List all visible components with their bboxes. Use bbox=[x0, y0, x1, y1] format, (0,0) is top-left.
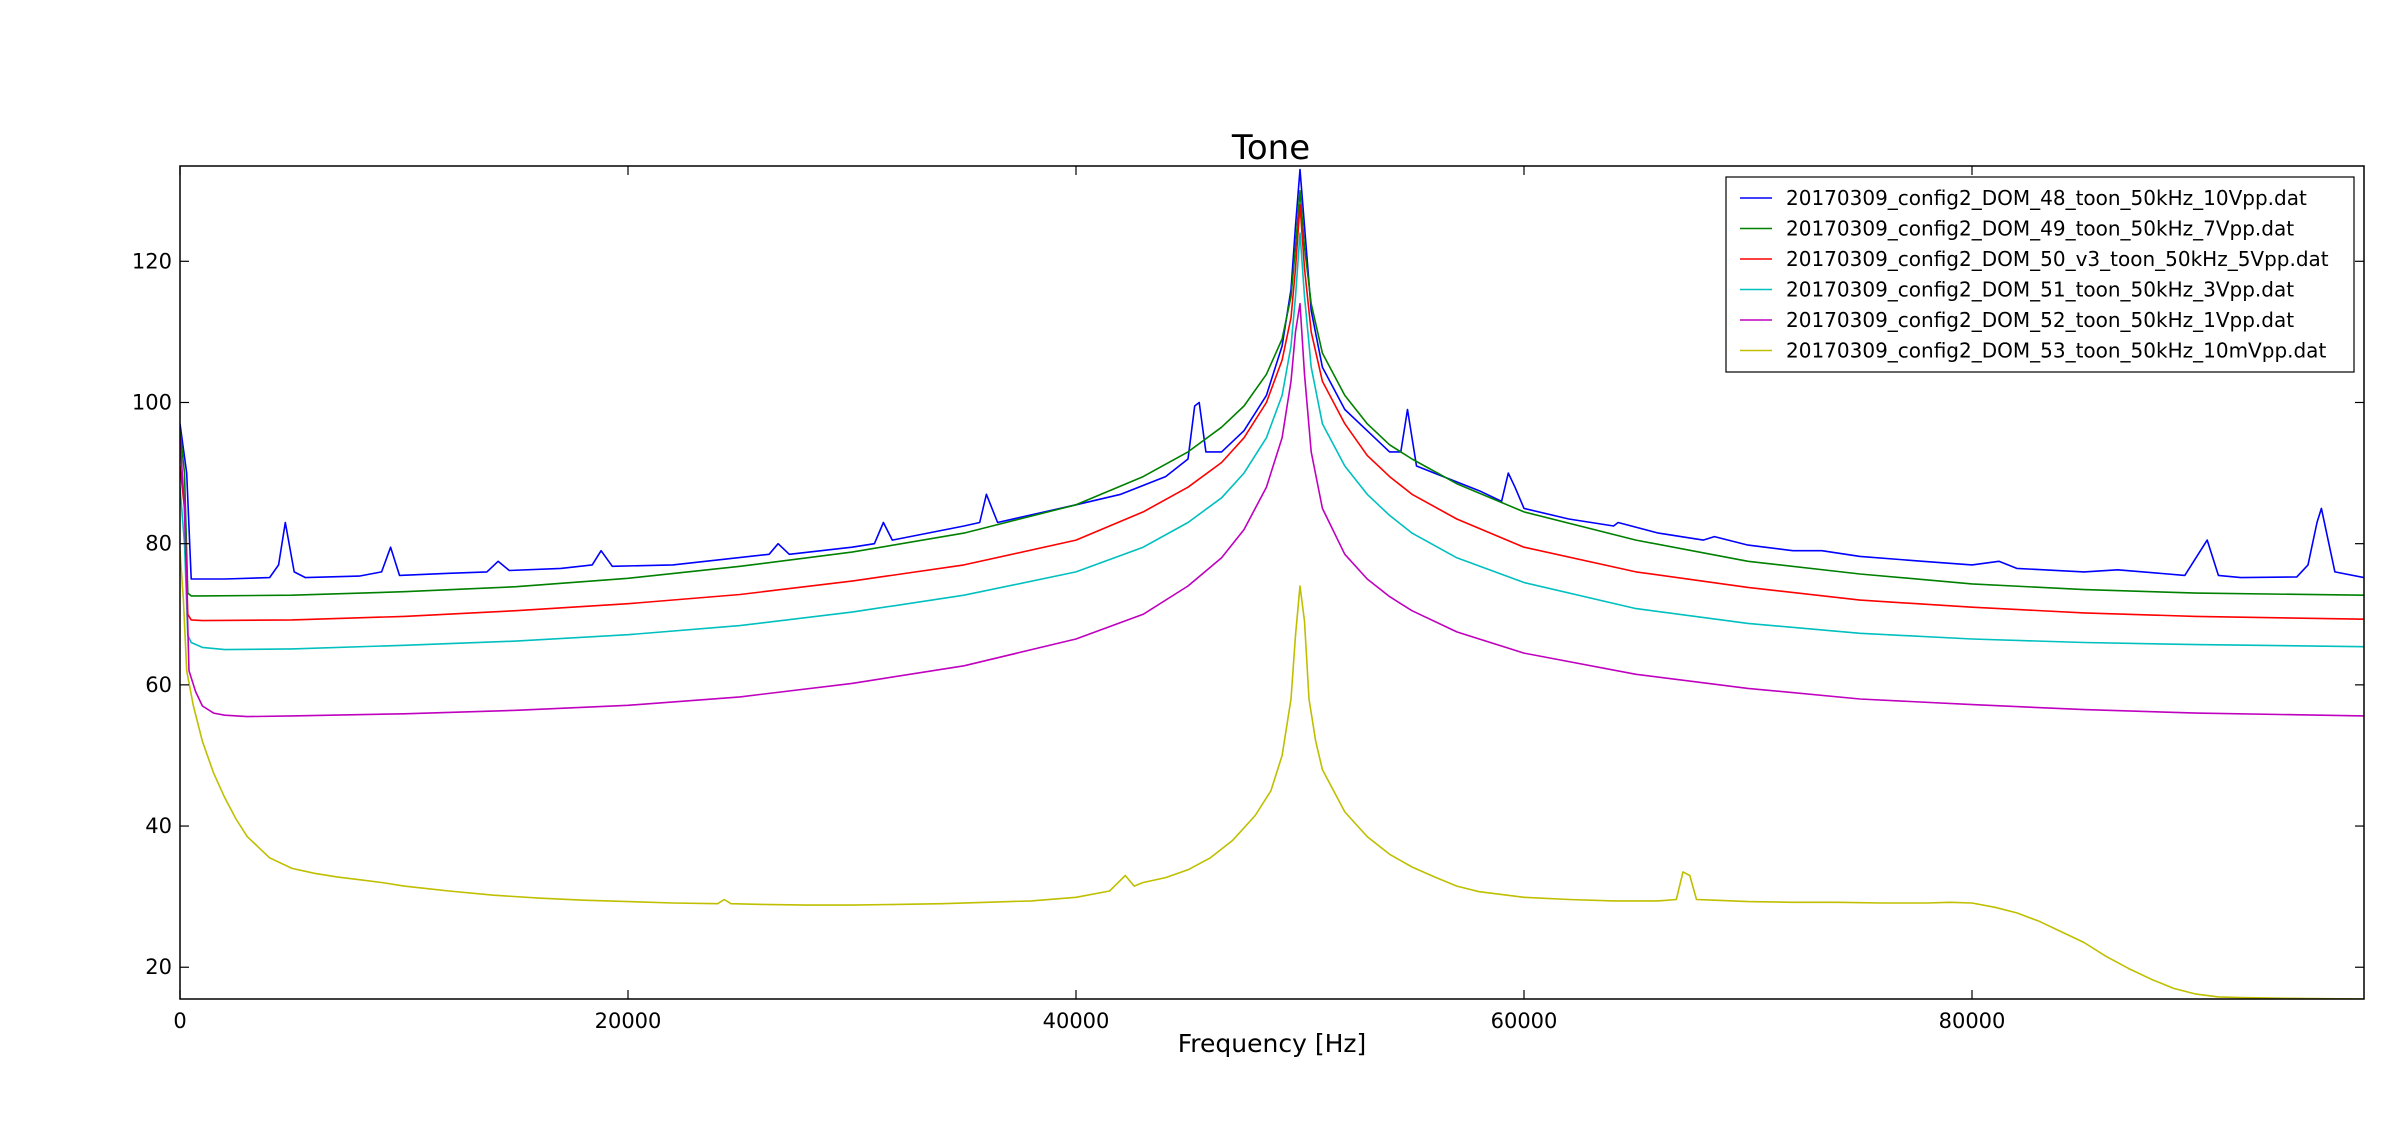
plot-frame bbox=[179, 165, 2365, 1000]
legend-entry: 20170309_config2_DOM_48_toon_50kHz_10Vpp… bbox=[1786, 186, 2307, 210]
y-tick-label: 20 bbox=[145, 955, 172, 979]
y-tick-label: 60 bbox=[145, 673, 172, 697]
chart-title: Tone bbox=[1231, 128, 1310, 168]
plot-area bbox=[180, 168, 2364, 999]
legend: 20170309_config2_DOM_48_toon_50kHz_10Vpp… bbox=[1725, 176, 2355, 373]
legend-entry: 20170309_config2_DOM_52_toon_50kHz_1Vpp.… bbox=[1786, 308, 2294, 332]
x-tick-label: 0 bbox=[173, 1009, 186, 1033]
legend-entry: 20170309_config2_DOM_49_toon_50kHz_7Vpp.… bbox=[1786, 217, 2294, 241]
x-tick-label: 60000 bbox=[1491, 1009, 1558, 1033]
series-line-5 bbox=[180, 302, 2364, 718]
legend-entry: 20170309_config2_DOM_50_v3_toon_50kHz_5V… bbox=[1786, 247, 2329, 271]
x-tick-label: 40000 bbox=[1043, 1009, 1110, 1033]
series-line-1 bbox=[180, 168, 2364, 580]
axis-ticks: 0 20000 40000 60000 80000 20 40 60 80 100 120 bbox=[132, 166, 2364, 1033]
y-tick-label: 100 bbox=[132, 390, 172, 414]
x-tick-label: 20000 bbox=[595, 1009, 662, 1033]
series-line-3 bbox=[180, 204, 2364, 622]
series-line-4 bbox=[180, 232, 2364, 651]
x-axis-title: Frequency [Hz] bbox=[1178, 1029, 1367, 1058]
legend-entry: 20170309_config2_DOM_53_toon_50kHz_10mVp… bbox=[1786, 339, 2326, 363]
series-line-6 bbox=[180, 550, 2364, 999]
x-tick-label: 80000 bbox=[1939, 1009, 2006, 1033]
legend-box bbox=[1725, 176, 2355, 373]
legend-entry: 20170309_config2_DOM_51_toon_50kHz_3Vpp.… bbox=[1786, 278, 2294, 302]
y-tick-label: 120 bbox=[132, 249, 172, 273]
series-line-2 bbox=[180, 189, 2364, 597]
y-tick-label: 80 bbox=[145, 532, 172, 556]
y-tick-label: 40 bbox=[145, 814, 172, 838]
